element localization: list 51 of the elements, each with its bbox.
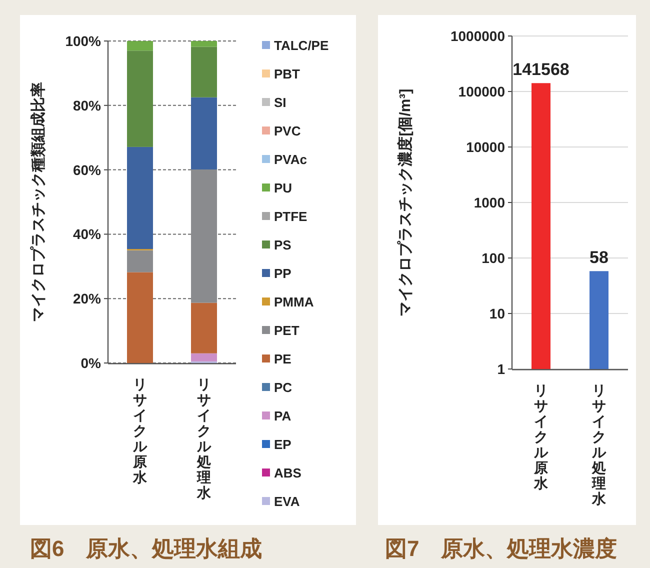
data-label: 141568 bbox=[512, 60, 570, 80]
bar bbox=[191, 41, 217, 47]
y-axis-title: マイクロプラスチック濃度[個/m³] bbox=[396, 88, 414, 316]
bar bbox=[191, 169, 217, 303]
x-tick-label: リサイクル原水 bbox=[533, 382, 549, 491]
legend-label: SI bbox=[274, 95, 286, 110]
legend-label: TALC/PE bbox=[274, 38, 329, 53]
bar bbox=[191, 302, 217, 354]
legend-label: PS bbox=[274, 238, 292, 252]
legend-label: ABS bbox=[274, 466, 302, 480]
bar bbox=[127, 272, 153, 363]
y-tick-label: 100 bbox=[482, 250, 506, 266]
bar bbox=[127, 146, 153, 250]
text: 図7 原水、処理水濃度 bbox=[385, 536, 618, 561]
y-tick-label: 40% bbox=[72, 226, 102, 242]
bar bbox=[127, 41, 153, 51]
legend-label: PVC bbox=[274, 124, 302, 138]
y-tick-label: 60% bbox=[72, 162, 102, 178]
y-tick-label: 100000 bbox=[458, 84, 506, 100]
text: 図6 原水、処理水組成 bbox=[30, 536, 262, 561]
y-tick-label: 10 bbox=[489, 306, 506, 322]
x-tick-label: リサイクル原水 bbox=[132, 376, 148, 485]
legend-label: PA bbox=[274, 408, 292, 424]
x-tick-label: リサイクル処理水 bbox=[196, 376, 212, 500]
bar bbox=[191, 353, 217, 362]
y-tick-label: 0% bbox=[80, 355, 102, 371]
legend-label: PP bbox=[274, 266, 292, 281]
y-axis-title: マイクロプラスチック種類組成比率 bbox=[29, 82, 47, 322]
legend-label: PE bbox=[274, 352, 292, 366]
bar bbox=[127, 250, 153, 272]
legend-label: PTFE bbox=[274, 209, 308, 224]
legend-label: PMMA bbox=[274, 294, 314, 310]
legend-label: PBT bbox=[274, 66, 300, 82]
legend-label: EVA bbox=[274, 494, 300, 509]
bar bbox=[127, 50, 153, 147]
data-label: 58 bbox=[590, 248, 608, 268]
y-tick-label: 100% bbox=[65, 33, 102, 49]
legend-label: PC bbox=[274, 380, 293, 395]
legend-label: PET bbox=[274, 323, 300, 338]
y-tick-label: 1000 bbox=[474, 194, 506, 210]
legend-label: PU bbox=[274, 180, 292, 196]
y-tick-label: 20% bbox=[72, 290, 102, 307]
y-tick-label: 1 bbox=[497, 361, 506, 377]
y-tick-label: 10000 bbox=[466, 139, 506, 155]
y-tick-label: 1000000 bbox=[450, 28, 506, 44]
bar bbox=[191, 46, 217, 98]
legend-label: EP bbox=[274, 437, 292, 452]
y-tick-label: 80% bbox=[72, 97, 102, 114]
x-tick-label: リサイクル処理水 bbox=[591, 382, 607, 506]
bar bbox=[191, 97, 217, 170]
legend-label: PVAc bbox=[274, 152, 307, 167]
